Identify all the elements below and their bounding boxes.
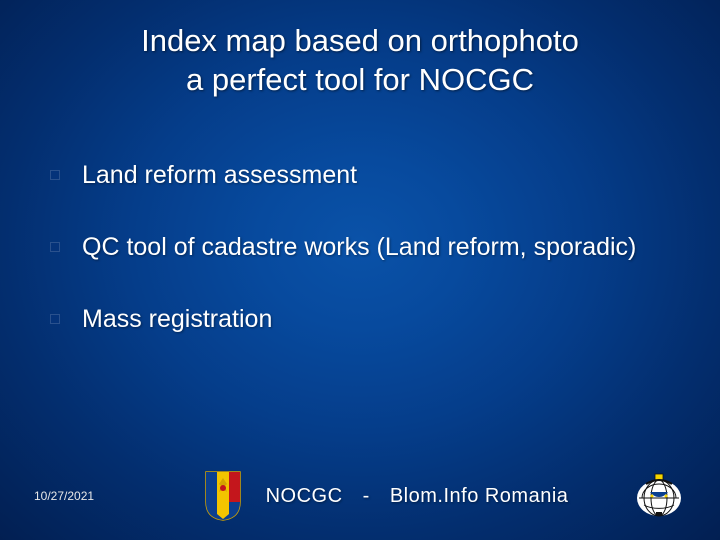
footer-center: NOCGC - Blom.Info Romania: [144, 470, 626, 522]
title-line-1: Index map based on orthophoto: [141, 23, 579, 58]
footer-company: Blom.Info Romania: [390, 485, 569, 507]
globe-icon: [632, 472, 686, 520]
bullet-list: Land reform assessment QC tool of cadast…: [40, 160, 680, 334]
slide-footer: 10/27/2021 NOCGC - Blom.Info Romania: [0, 470, 720, 522]
slide: Index map based on orthophoto a perfect …: [0, 0, 720, 540]
footer-separator: -: [363, 485, 370, 507]
footer-text: NOCGC - Blom.Info Romania: [266, 485, 569, 508]
footer-right: [626, 472, 686, 520]
footer-date: 10/27/2021: [34, 489, 144, 503]
title-line-2: a perfect tool for NOCGC: [186, 62, 534, 97]
bullet-text: Land reform assessment: [82, 160, 357, 190]
bullet-text: QC tool of cadastre works (Land reform, …: [82, 232, 636, 262]
list-item: Land reform assessment: [50, 160, 670, 190]
slide-title: Index map based on orthophoto a perfect …: [66, 22, 655, 100]
coat-of-arms-icon: [202, 470, 244, 522]
bullet-text: Mass registration: [82, 304, 272, 334]
bullet-icon: [50, 242, 60, 252]
bullet-icon: [50, 170, 60, 180]
list-item: Mass registration: [50, 304, 670, 334]
footer-org: NOCGC: [266, 485, 343, 507]
bullet-icon: [50, 314, 60, 324]
list-item: QC tool of cadastre works (Land reform, …: [50, 232, 670, 262]
